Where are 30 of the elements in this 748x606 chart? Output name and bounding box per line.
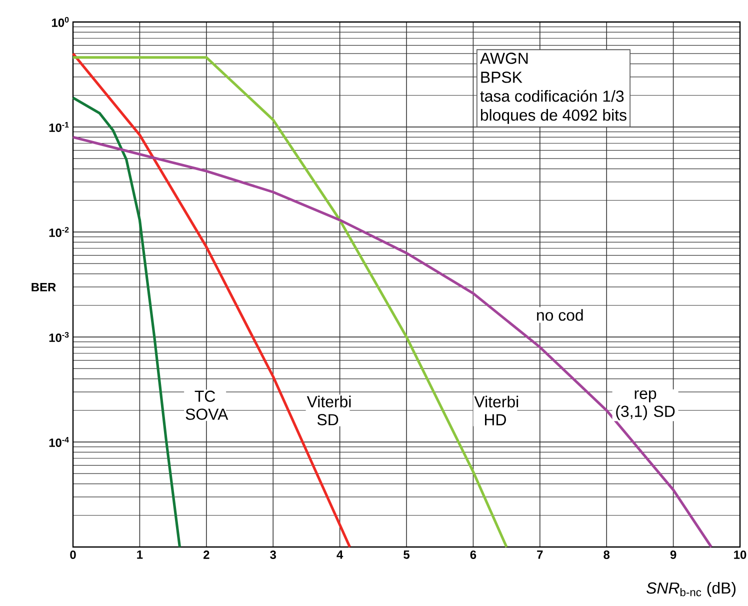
x-tick-label: 4 (336, 550, 344, 559)
y-axis-title: BER (32, 283, 56, 292)
y-tick-label: 10$^{-2}$ (49, 226, 69, 237)
x-tick-label: 3 (270, 550, 276, 559)
x-tick-label: 2 (204, 550, 210, 559)
y-tick-label: 10$^{-4}$ (49, 437, 69, 447)
annotation: bloques de 4092 bits (480, 109, 626, 124)
line-series (72, 136, 713, 548)
x-tick-label: 5 (404, 550, 410, 559)
x-tick-label: 0 (70, 550, 76, 559)
x-tick-label: 8 (604, 550, 610, 559)
x-tick-label: 10 (734, 550, 746, 559)
line-series (72, 52, 352, 548)
series-label: TC SOVA (186, 390, 228, 420)
y-tick-label: 10$^{0}$ (52, 16, 69, 27)
x-tick-label: 7 (537, 550, 543, 559)
x-tick-label: 9 (670, 550, 676, 559)
series-label: Viterbi HD (474, 396, 518, 426)
annotation: AWGN (480, 52, 528, 64)
line-series (72, 96, 182, 548)
x-axis-title: SNR$_{b-nc}$ (dB) (646, 582, 736, 597)
x-tick-label: 1 (137, 550, 143, 559)
x-tick-label: 6 (470, 550, 476, 559)
annotation: no cod (537, 309, 583, 321)
series-label: Viterbi SD (306, 396, 351, 426)
annotation: BPSK (481, 72, 522, 83)
annotation: tasa codificación 1/3 (480, 90, 624, 102)
y-tick-label: 10$^{-3}$ (49, 332, 69, 342)
series-label: rep (3,1) SD (616, 390, 675, 420)
y-tick-label: 10$^{-1}$ (49, 122, 69, 132)
